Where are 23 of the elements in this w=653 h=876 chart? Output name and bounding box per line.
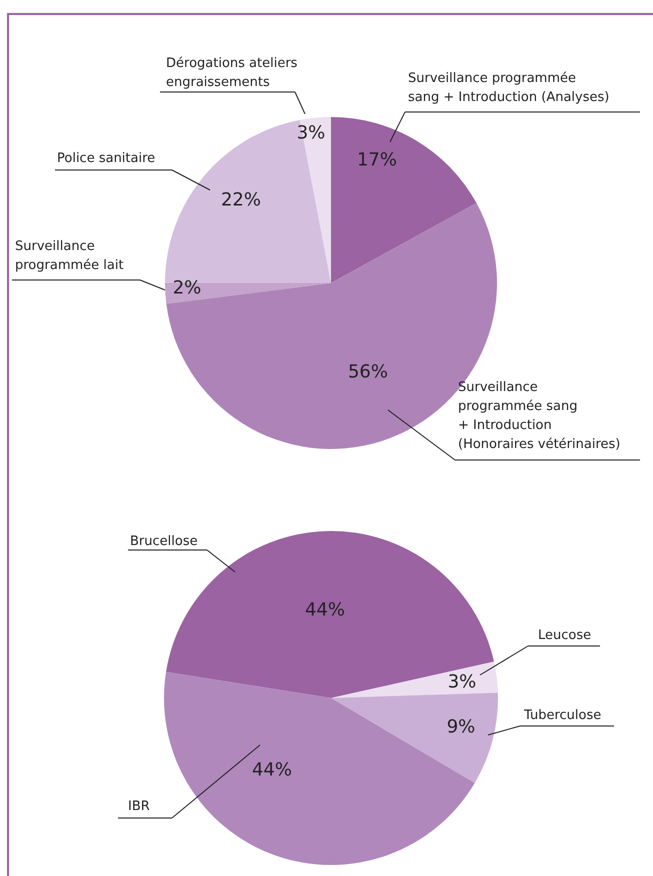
pie-slice	[300, 117, 331, 283]
slice-label: Surveillance programmée sang + Introduction (Honoraires vétérinaires)	[458, 380, 620, 452]
pie-slice	[331, 692, 498, 784]
pie-slice	[164, 672, 475, 865]
slice-label: Surveillance programmée lait	[15, 239, 124, 273]
data-label: 17%	[356, 150, 398, 170]
slice-label: Police sanitaire	[57, 151, 156, 166]
slice-label: Brucellose	[130, 534, 198, 549]
data-label: 44%	[252, 760, 292, 780]
data-label: 9%	[446, 716, 476, 738]
pie-slice	[331, 662, 498, 698]
slice-label: IBR	[128, 799, 150, 814]
slice-label: Tuberculose	[523, 708, 602, 723]
slice-label: Dérogations ateliers engraissements	[166, 56, 298, 90]
data-label: 3%	[296, 122, 326, 144]
data-label: 3%	[448, 672, 476, 692]
data-label: 56%	[348, 362, 388, 382]
data-label: 2%	[172, 278, 202, 298]
data-label: 22%	[220, 190, 262, 210]
slice-label: Leucose	[538, 628, 592, 643]
data-label: 44%	[304, 600, 346, 620]
slice-label: Surveillance programmée sang + Introduction (Analyses)	[408, 71, 610, 105]
pie-slice	[331, 117, 476, 283]
